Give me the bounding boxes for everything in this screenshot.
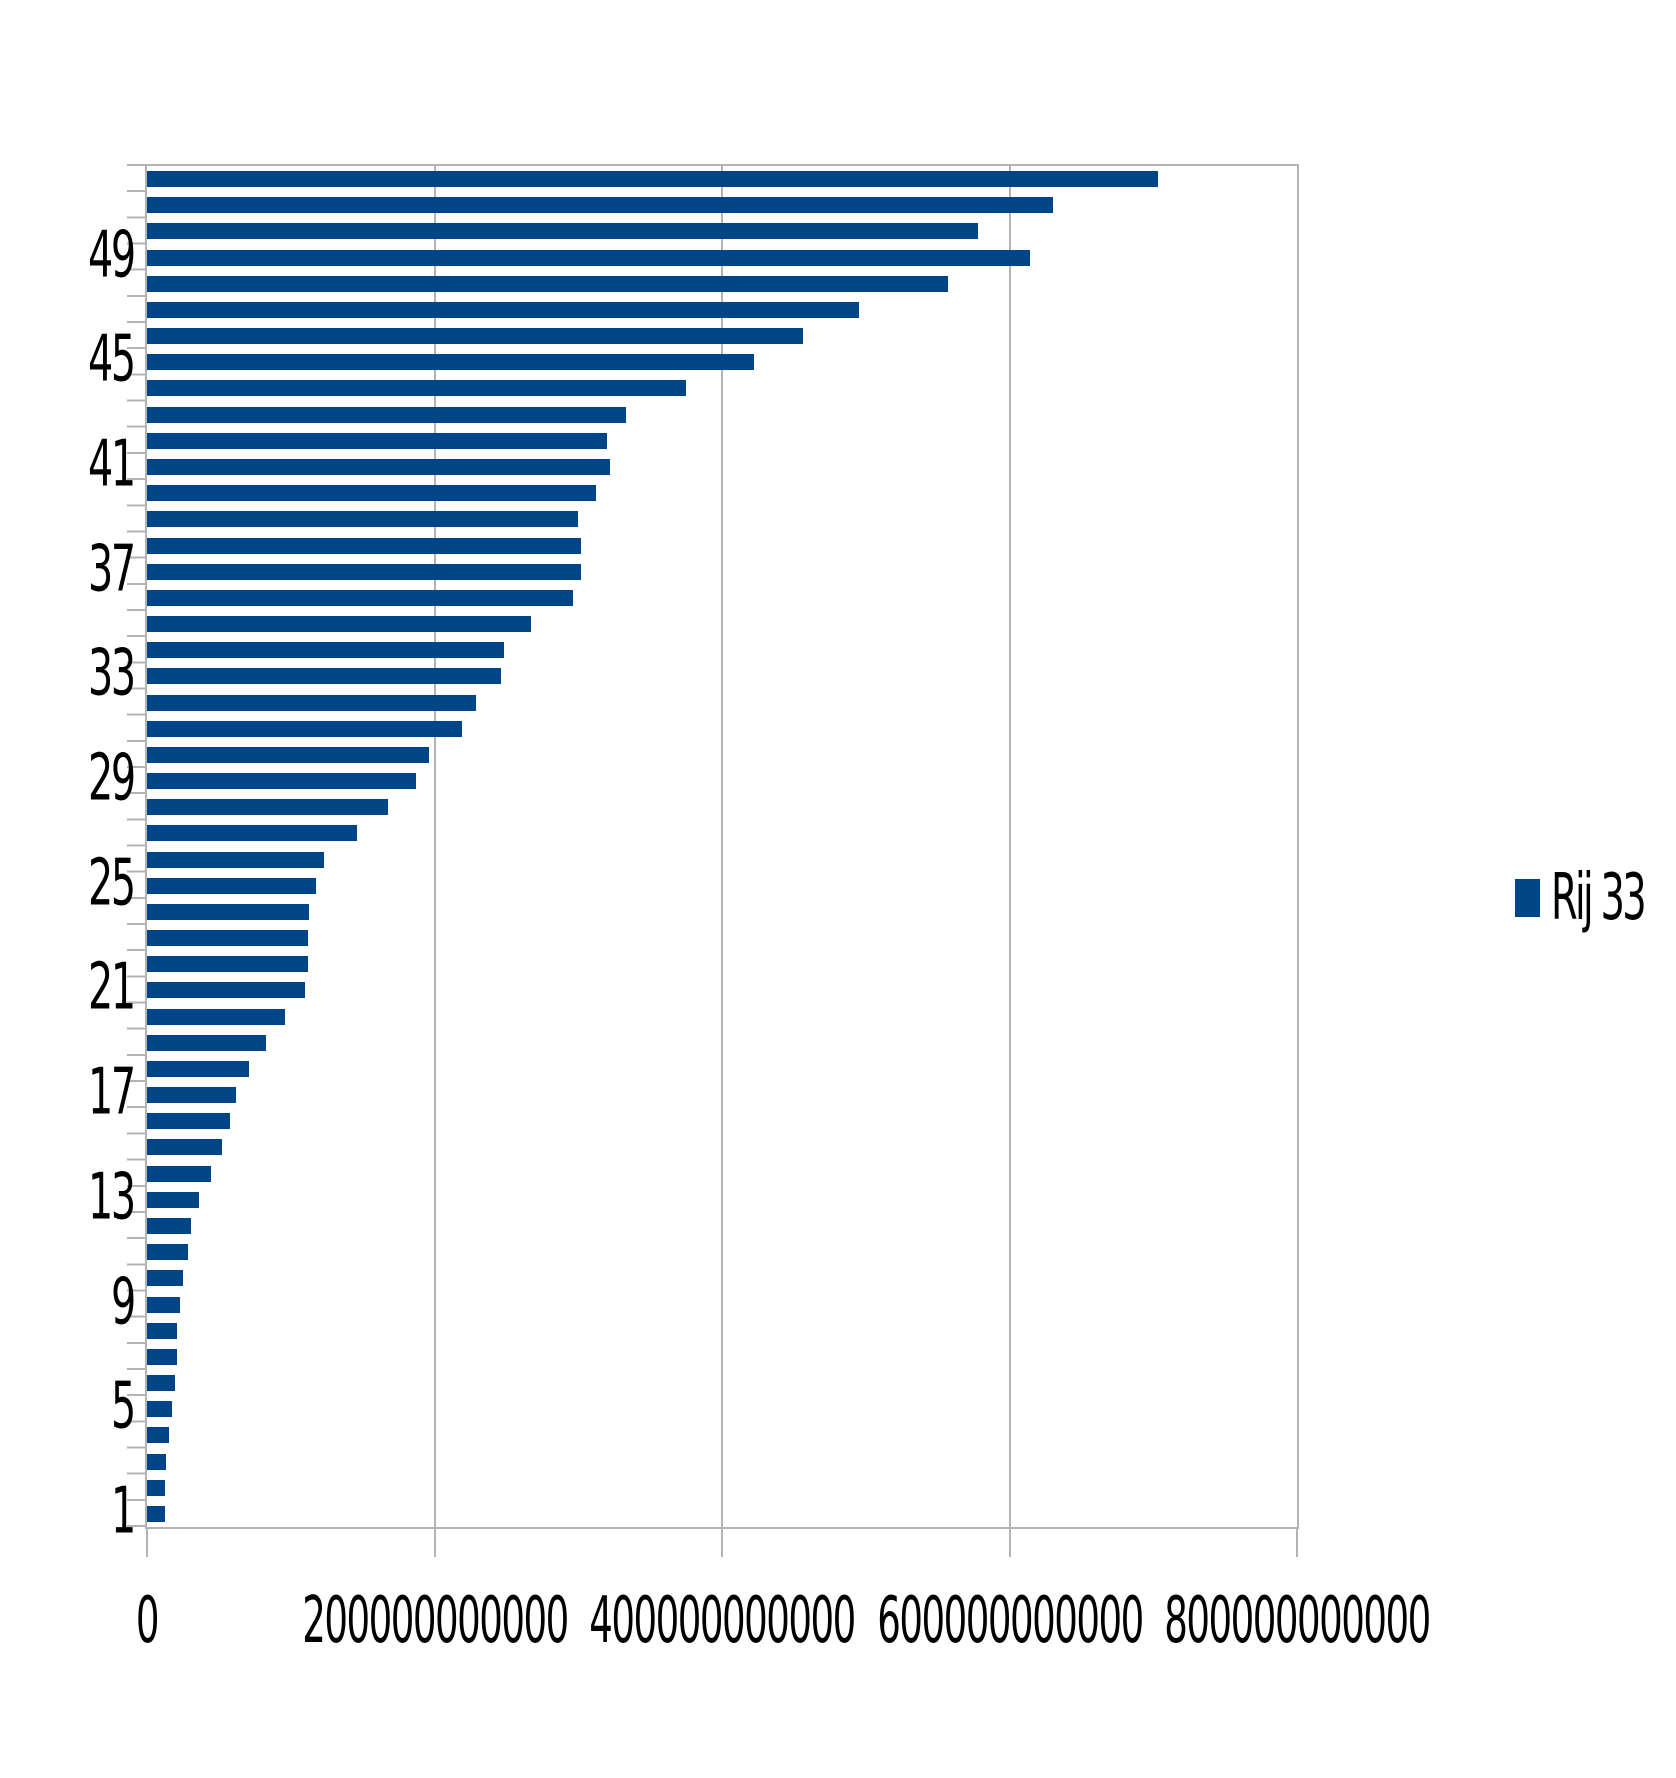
- plot-area: [145, 164, 1299, 1529]
- bar-row-11[interactable]: [147, 1244, 188, 1261]
- y-axis-label-37: 37: [88, 532, 136, 607]
- bar-row-49[interactable]: [147, 249, 1030, 266]
- bar-row-5[interactable]: [147, 1401, 172, 1418]
- bar-row-28[interactable]: [147, 799, 388, 816]
- y-axis-label-17: 17: [88, 1055, 136, 1130]
- bar-row-8[interactable]: [147, 1322, 177, 1339]
- bar-row-46[interactable]: [147, 328, 803, 345]
- bar-row-21[interactable]: [147, 982, 305, 999]
- x-axis-tick-800000000000: [1296, 1527, 1298, 1557]
- x-axis-label-800000000000: 800000000000: [1164, 1584, 1431, 1658]
- bar-row-7[interactable]: [147, 1348, 177, 1365]
- bar-row-15[interactable]: [147, 1139, 222, 1156]
- bar-row-51[interactable]: [147, 197, 1053, 214]
- x-axis-label-200000000000: 200000000000: [301, 1584, 569, 1658]
- y-axis-label-1: 1: [111, 1474, 136, 1549]
- bar-row-47[interactable]: [147, 301, 859, 318]
- bar-row-40[interactable]: [147, 485, 596, 502]
- bar-row-12[interactable]: [147, 1218, 191, 1234]
- y-axis-label-49: 49: [88, 218, 136, 293]
- x-gridline-200000000000: [433, 166, 436, 1527]
- x-axis-tick-0: [146, 1527, 148, 1557]
- x-gridline-400000000000: [721, 166, 723, 1527]
- y-axis-label-9: 9: [111, 1264, 136, 1339]
- bar-row-2[interactable]: [147, 1479, 165, 1496]
- bar-row-18[interactable]: [147, 1060, 249, 1077]
- bar-row-37[interactable]: [147, 563, 581, 580]
- bar-row-3[interactable]: [147, 1453, 166, 1470]
- bar-row-50[interactable]: [147, 223, 978, 240]
- bar-row-13[interactable]: [147, 1191, 199, 1208]
- bar-row-16[interactable]: [147, 1113, 230, 1130]
- y-axis-label-45: 45: [88, 322, 136, 397]
- bar-row-30[interactable]: [147, 746, 429, 763]
- bar-row-17[interactable]: [147, 1087, 236, 1104]
- x-axis-tick-600000000000: [1008, 1527, 1011, 1557]
- bar-row-23[interactable]: [147, 930, 308, 947]
- y-axis-label-5: 5: [111, 1369, 136, 1444]
- bar-row-27[interactable]: [147, 825, 357, 842]
- bar-row-26[interactable]: [147, 851, 324, 868]
- bar-row-32[interactable]: [147, 694, 476, 711]
- bar-row-43[interactable]: [147, 406, 626, 423]
- legend-series-label: Rij 33: [1551, 861, 1647, 935]
- bar-row-20[interactable]: [147, 1008, 285, 1025]
- bar-row-42[interactable]: [147, 432, 607, 449]
- x-axis-label-600000000000: 600000000000: [876, 1584, 1144, 1658]
- bar-row-33[interactable]: [147, 668, 501, 685]
- legend-color-swatch: [1515, 879, 1540, 917]
- bar-row-22[interactable]: [147, 956, 308, 973]
- bar-row-48[interactable]: [147, 275, 948, 292]
- y-axis-label-41: 41: [88, 427, 136, 502]
- y-axis-tick-strip: [127, 164, 145, 1530]
- x-axis-label-400000000000: 400000000000: [589, 1584, 856, 1658]
- bar-row-29[interactable]: [147, 773, 416, 790]
- bar-row-19[interactable]: [147, 1034, 266, 1051]
- y-axis-label-25: 25: [88, 846, 136, 921]
- bar-row-35[interactable]: [147, 616, 531, 633]
- bar-row-39[interactable]: [147, 511, 578, 528]
- bar-row-14[interactable]: [147, 1165, 211, 1182]
- bar-row-45[interactable]: [147, 354, 754, 371]
- y-axis-label-33: 33: [88, 636, 136, 711]
- bar-row-41[interactable]: [147, 458, 610, 475]
- bar-row-44[interactable]: [147, 380, 686, 397]
- x-axis-label-0: 0: [135, 1584, 160, 1658]
- bar-row-24[interactable]: [147, 903, 309, 920]
- bar-row-4[interactable]: [147, 1427, 169, 1444]
- bar-row-9[interactable]: [147, 1296, 180, 1313]
- bar-row-6[interactable]: [147, 1375, 175, 1392]
- bar-row-34[interactable]: [147, 642, 504, 659]
- bar-row-38[interactable]: [147, 537, 581, 554]
- bar-row-1[interactable]: [147, 1505, 165, 1522]
- bar-row-10[interactable]: [147, 1270, 183, 1287]
- x-axis-tick-400000000000: [721, 1527, 723, 1557]
- bar-row-31[interactable]: [147, 720, 462, 737]
- bar-row-36[interactable]: [147, 589, 573, 606]
- y-axis-label-21: 21: [88, 950, 136, 1025]
- y-axis-label-29: 29: [88, 741, 136, 816]
- bar-row-52[interactable]: [147, 171, 1158, 188]
- y-axis-label-13: 13: [88, 1160, 136, 1235]
- bar-row-25[interactable]: [147, 877, 316, 894]
- x-axis-tick-200000000000: [433, 1527, 436, 1557]
- x-gridline-600000000000: [1008, 166, 1011, 1527]
- legend: Rij 33: [1515, 866, 1676, 930]
